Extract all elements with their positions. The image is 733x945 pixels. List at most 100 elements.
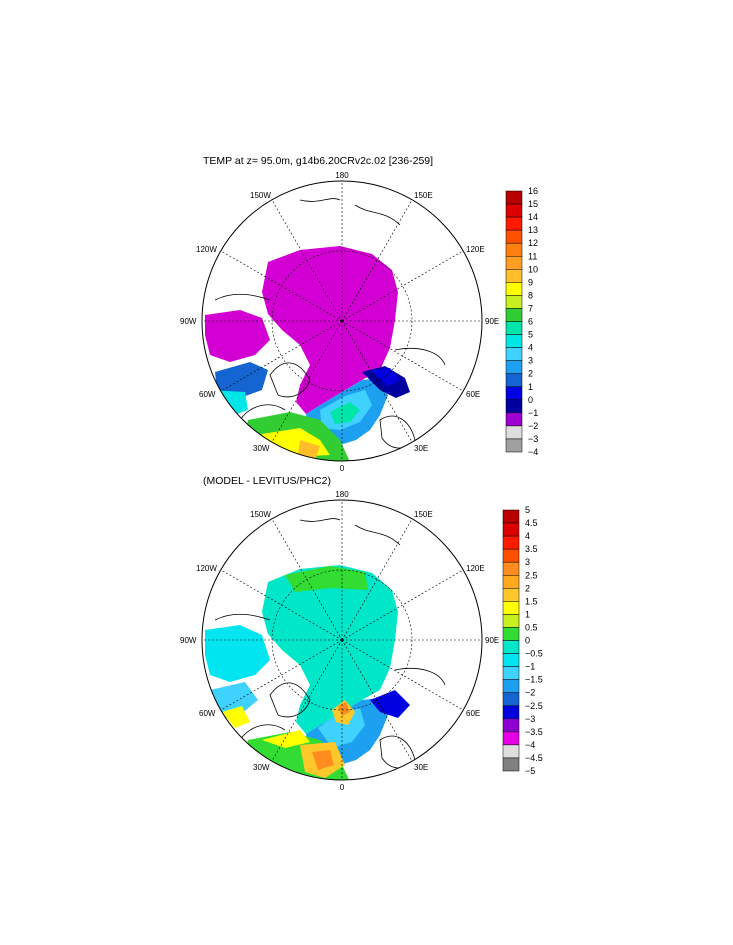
colorbar-swatch: [502, 666, 520, 680]
lon-label-150e: 150E: [414, 510, 433, 519]
colorbar-tick-label: 4: [525, 531, 530, 541]
colorbar-tick-label: 13: [528, 225, 538, 235]
lon-label-90e: 90E: [485, 317, 499, 326]
colorbar-swatch: [505, 190, 523, 205]
colorbar-swatch: [505, 412, 523, 427]
lon-label-120w: 120W: [196, 245, 217, 254]
colorbar-tick-label: 3: [528, 356, 533, 366]
colorbar-swatch: [502, 522, 520, 537]
colorbar-tick-label: −1: [528, 408, 538, 418]
colorbar-swatch: [502, 601, 520, 615]
lon-label-60w: 60W: [199, 390, 216, 399]
colorbar-tick-label: 2.5: [525, 570, 538, 580]
colorbar-tick-label: 2: [525, 583, 530, 593]
colorbar-swatch: [502, 731, 520, 746]
lon-label-30e: 30E: [414, 763, 428, 772]
colorbar-tick-label: −2: [525, 688, 535, 698]
arctic-basin-field: [262, 565, 398, 734]
colorbar-tick-label: 14: [528, 212, 538, 222]
lon-label-150e: 150E: [414, 191, 433, 200]
lon-label-120e: 120E: [466, 564, 485, 573]
colorbar-tick-label: −3.5: [525, 727, 543, 737]
colorbar-swatch: [505, 242, 523, 257]
lon-label-90e: 90E: [485, 636, 499, 645]
lon-label-60e: 60E: [466, 709, 480, 718]
colorbar-tick-label: 1: [525, 609, 530, 619]
colorbar-tick-label: 5: [528, 330, 533, 340]
lon-label-30w: 30W: [253, 444, 270, 453]
colorbar-swatch: [505, 373, 523, 388]
colorbar-swatch: [505, 229, 523, 244]
graticule: [202, 181, 482, 461]
map-boundary: [201, 180, 483, 462]
colorbar-swatch: [502, 535, 520, 550]
colorbar-swatch: [505, 347, 523, 361]
colorbar-tick-label: −4: [528, 447, 538, 457]
colorbar-swatch: [502, 614, 520, 628]
colorbar-tick-label: −4.5: [525, 753, 543, 763]
colorbar-swatch: [505, 399, 523, 414]
colorbar-tick-label: 4.5: [525, 518, 538, 528]
colorbar-tick-label: 0: [525, 636, 530, 646]
colorbar-tick-label: −2.5: [525, 701, 543, 711]
lon-label-120w: 120W: [196, 564, 217, 573]
colorbar-swatch: [505, 269, 523, 283]
colorbar-tick-label: 16: [528, 186, 538, 196]
lon-label-180: 180: [335, 490, 349, 499]
colorbar-tick-label: −5: [525, 766, 535, 776]
panel-title: TEMP at z= 95.0m, g14b6.20CRv2c.02 [236-…: [203, 155, 433, 167]
colorbar-swatch: [505, 438, 523, 453]
colorbar-tick-label: 0.5: [525, 622, 538, 632]
colorbar-tick-label: 5: [525, 505, 530, 515]
colorbar-swatch: [505, 256, 523, 270]
colorbar-tick-label: 2: [528, 369, 533, 379]
colorbar-tick-label: 15: [528, 199, 538, 209]
colorbar-tick-label: 3.5: [525, 544, 538, 554]
polar-map: [202, 181, 482, 461]
colorbar-tick-label: 7: [528, 303, 533, 313]
colorbar-swatch: [502, 744, 520, 759]
colorbar-tick-label: −1.5: [525, 675, 543, 685]
colorbar-swatch: [502, 561, 520, 576]
colorbar-tick-label: 12: [528, 238, 538, 248]
lon-label-90w: 90W: [180, 317, 197, 326]
colorbar-swatch: [502, 627, 520, 641]
colorbar-swatch: [505, 308, 523, 322]
colorbar-tick-label: −1: [525, 662, 535, 672]
colorbar-tick-label: −0.5: [525, 649, 543, 659]
colorbar-swatch: [505, 203, 523, 218]
colorbar-tick-label: 4: [528, 343, 533, 353]
colorbar-swatch: [502, 548, 520, 563]
colorbar-tick-label: 1: [528, 382, 533, 392]
colorbar-tick-label: 1.5: [525, 596, 538, 606]
colorbar-tick-label: −4: [525, 740, 535, 750]
lon-label-120e: 120E: [466, 245, 485, 254]
lon-label-150w: 150W: [250, 191, 271, 200]
lon-label-90w: 90W: [180, 636, 197, 645]
lon-label-30e: 30E: [414, 444, 428, 453]
colorbar-swatch: [505, 216, 523, 231]
colorbar-tick-label: −2: [528, 421, 538, 431]
lon-label-180: 180: [335, 171, 349, 180]
colorbar-swatch: [505, 334, 523, 348]
colorbar-swatch: [502, 653, 520, 667]
polar-map: [202, 500, 482, 780]
colorbar-swatch: [505, 282, 523, 296]
panel-title: (MODEL - LEVITUS/PHC2): [203, 475, 331, 487]
colorbar-swatch: [502, 757, 520, 772]
colorbar-swatch: [502, 575, 520, 589]
colorbar-swatch: [502, 588, 520, 602]
colorbar-tick-label: −3: [528, 434, 538, 444]
colorbar-tick-label: 0: [528, 395, 533, 405]
colorbar-tick-label: 10: [528, 264, 538, 274]
graticule: [202, 500, 482, 780]
colorbar-swatch: [502, 509, 520, 524]
lon-label-0: 0: [340, 464, 345, 473]
panel-temperature: TEMP at z= 95.0m, g14b6.20CRv2c.02 [236-…: [180, 155, 538, 473]
colorbar-swatch: [502, 718, 520, 733]
panel-difference: (MODEL - LEVITUS/PHC2): [180, 475, 543, 792]
colorbar-swatch: [505, 386, 523, 401]
colorbar-swatch: [502, 640, 520, 654]
